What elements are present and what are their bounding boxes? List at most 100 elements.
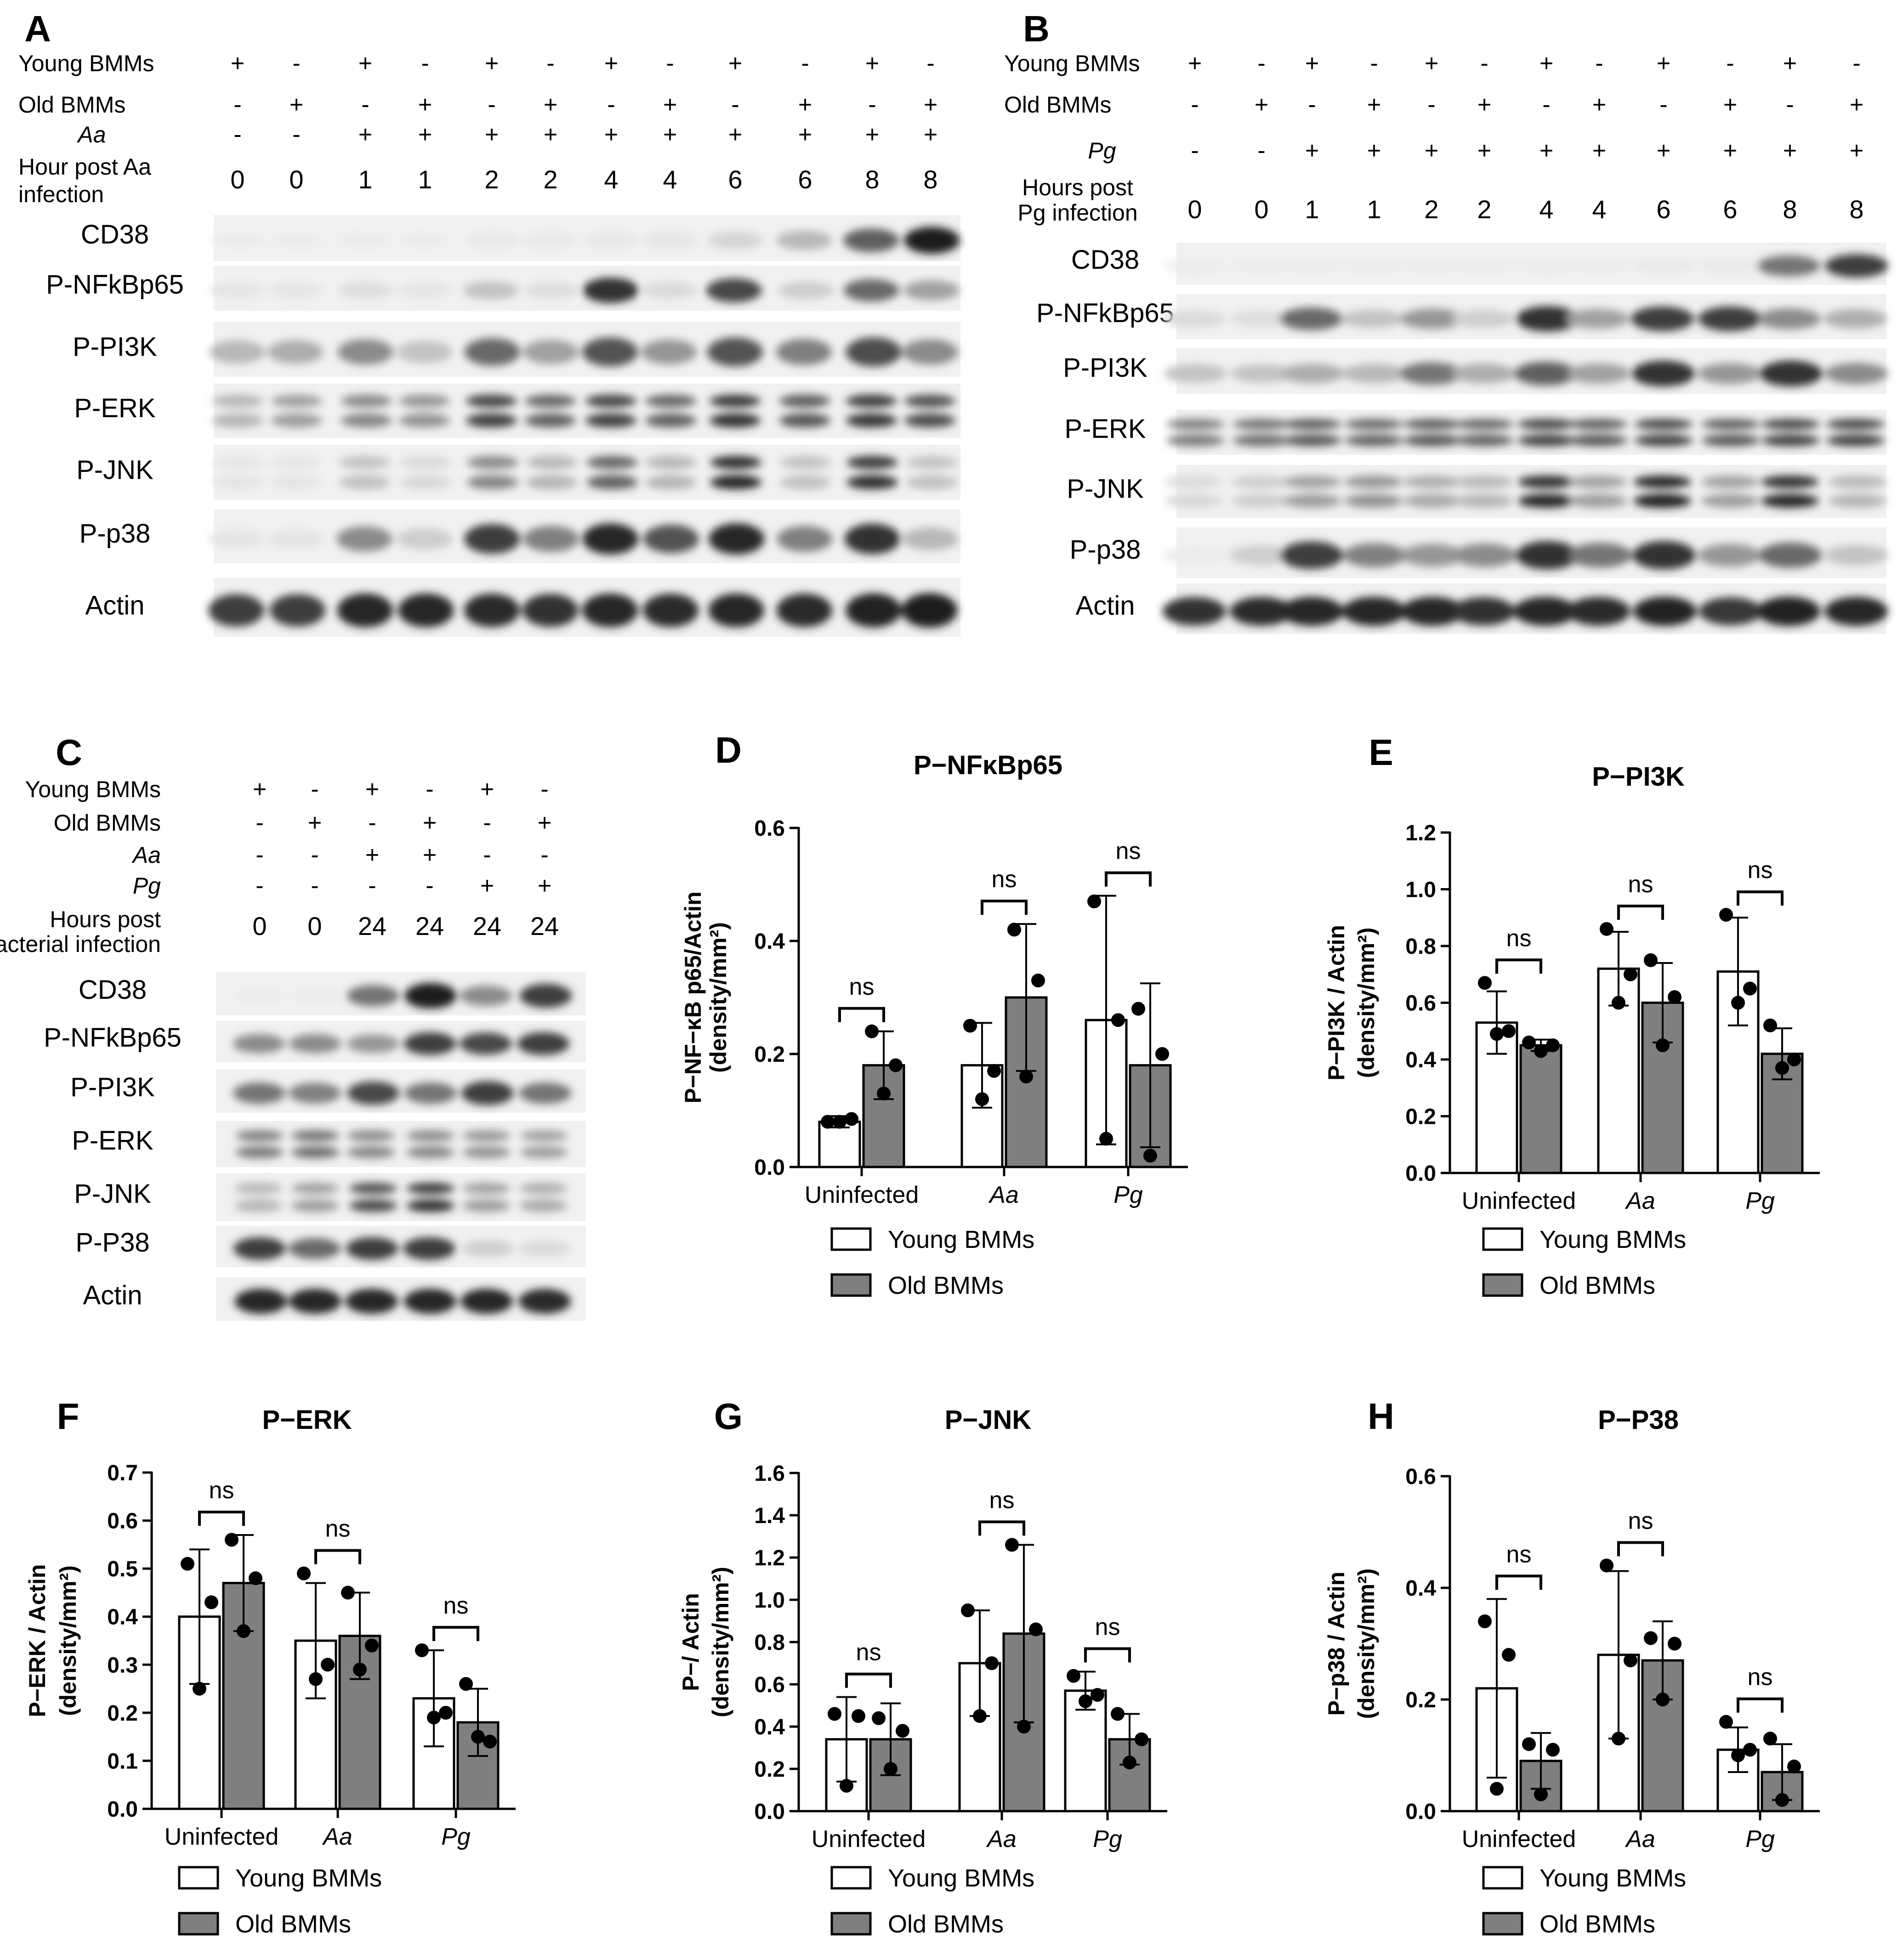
blot-band [212,475,264,490]
blot-band [234,1288,287,1314]
blot-band [1824,363,1888,385]
blot-band [776,339,832,365]
condition-sign: + [1850,91,1863,118]
blot-band [1633,476,1692,488]
blot-bands [1165,476,1887,508]
data-point [1644,953,1658,967]
data-point [1135,1732,1148,1746]
panel-letter: E [1369,732,1393,773]
legend-label-young: Young BMMs [1539,1226,1686,1253]
chart-legend: Young BMMs Old BMMs [1482,1226,1686,1299]
blot-band [710,475,762,490]
condition-sign: - [426,872,433,899]
hour-label: Hour post Aa [18,154,151,180]
chart-panel-h: H P−P38 0.0 0.2 0.4 0.6 P−p38 / Actin (density/… [1324,1396,1820,1938]
data-point [889,1058,903,1072]
blot-band [347,985,399,1007]
blot-band [1279,307,1343,330]
band-label: P-PI3K [73,332,157,362]
data-point [1502,1024,1516,1038]
blot-band [337,593,393,628]
blot-band [779,394,831,408]
condition-sign: - [1786,91,1794,118]
data-point [1668,990,1681,1004]
blot-band [466,456,518,469]
lane-hour: 2 [1424,195,1438,224]
data-point [1029,1622,1043,1637]
lane-hour: 2 [484,165,499,194]
blot-band [1283,476,1341,488]
y-tick-label: 1.2 [754,1546,785,1570]
data-point [1546,1743,1560,1757]
blot-band [289,1034,341,1054]
data-point [961,1603,975,1617]
y-tick-label: 0.4 [1405,1576,1436,1601]
condition-sign: - [926,50,934,77]
blot-band [1401,544,1465,567]
blot-band [460,986,512,1006]
blot-band [846,456,898,469]
condition-sign: - [1852,50,1860,77]
y-tick-label: 0.1 [107,1749,138,1773]
blot-panel-c: C Young BMMs + - + - + - Old BMMs - + - + - + Aa - - + + - - P… [0,732,586,1321]
lane-hour: 1 [358,165,372,194]
blot-strip [1164,348,1888,394]
data-point [341,1586,355,1600]
chart-title: P−P38 [1598,1405,1679,1435]
lane-hour: 4 [604,165,618,194]
lane-hour: 8 [1783,195,1797,224]
band-label: P-JNK [1067,474,1144,504]
band-label: P-p38 [80,519,151,549]
significance-label: ns [992,866,1017,893]
condition-sign: + [924,121,937,148]
significance-label: ns [1628,1507,1653,1534]
condition-sign: - [311,872,318,899]
data-point [1731,1748,1745,1762]
blot-band [1828,476,1887,488]
blot-band [209,340,266,364]
data-point [1743,1743,1757,1757]
blot-band [465,232,521,249]
blot-band [1229,258,1293,274]
data-point [1478,976,1492,990]
hour-label: infection [18,181,104,207]
data-point [205,1595,218,1609]
blot-band [1164,258,1228,274]
y-tick-label: 0.0 [754,1800,785,1824]
blot-strip [212,384,960,438]
condition-sign: - [311,842,318,868]
significance-label: ns [1116,838,1141,865]
blot-strip [216,1121,586,1167]
bar-old [1519,1044,1562,1174]
lane-hour: 24 [473,912,501,940]
blot-band [1345,419,1403,430]
condition-label: Old BMMs [18,92,125,118]
condition-sign: + [231,50,244,77]
condition-sign: - [540,776,548,803]
condition-sign: + [865,121,879,148]
y-tick-label: 0.0 [1405,1161,1436,1186]
data-point [297,1566,311,1580]
condition-sign: + [728,121,742,148]
blot-band [461,1081,514,1105]
blot-band [1757,255,1821,277]
blot-band [464,338,521,366]
blot-band [645,456,697,469]
x-category-label: Pg [1093,1826,1122,1852]
significance-bracket [1495,958,1542,974]
y-tick-label: 0.4 [107,1605,138,1630]
bar-young [960,1064,1004,1168]
blot-band [460,1032,512,1055]
blot-band [902,339,958,365]
blot-band [708,593,764,628]
data-point [439,1705,453,1720]
blot-band [1165,476,1223,488]
data-point [1111,1707,1125,1721]
chart-panel-e: E P−PI3K 0.0 0.2 0.4 0.6 0.8 1.0 1.2 P−PI3K / Act… [1324,732,1820,1299]
condition-sign: + [1592,91,1606,118]
blot-band [1632,541,1696,570]
blot-band [1758,542,1822,568]
legend-swatch-old [830,1273,872,1297]
y-tick-label: 1.0 [1405,878,1436,902]
data-point [985,1656,999,1670]
